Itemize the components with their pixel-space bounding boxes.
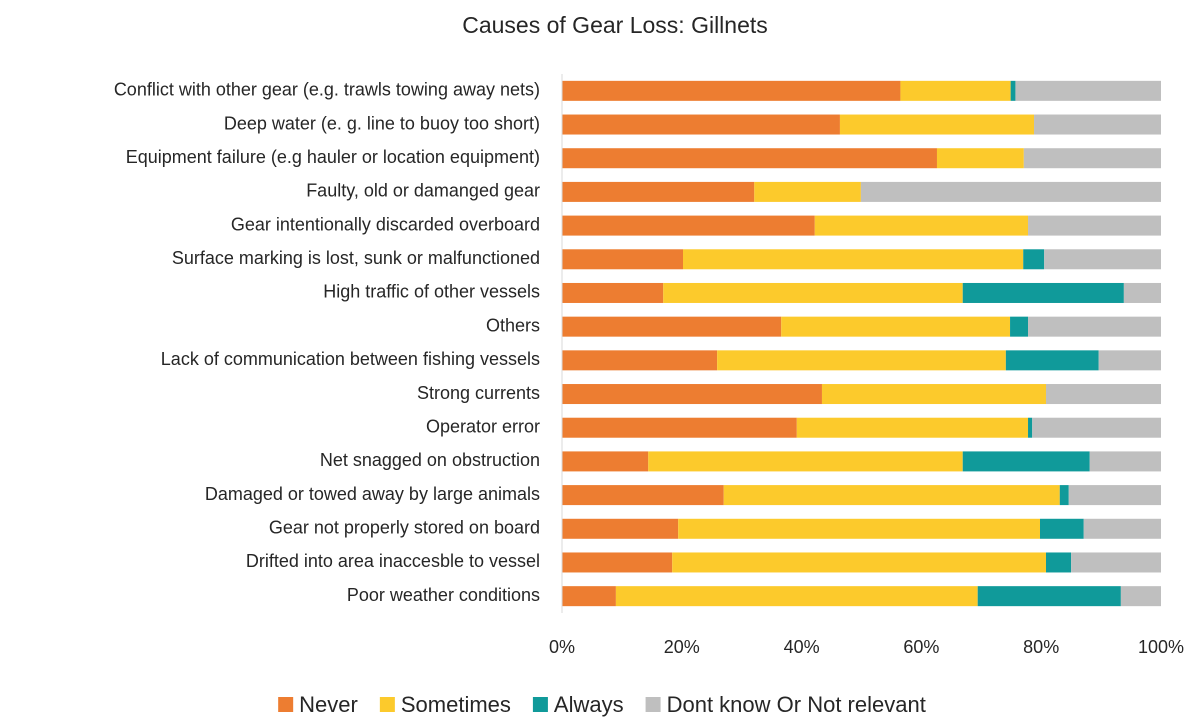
- bar-segment: [648, 451, 963, 472]
- bar-segment: [962, 282, 1124, 303]
- bar-segment: [821, 384, 1046, 405]
- legend-label: Never: [299, 692, 358, 717]
- bar-segment: [962, 451, 1090, 472]
- bar-segment: [1120, 586, 1161, 607]
- bar-segment: [562, 485, 724, 506]
- bar-segment: [1010, 316, 1029, 337]
- bar-segment: [562, 552, 673, 573]
- bar-segment: [1015, 80, 1161, 101]
- x-tick-label: 60%: [903, 637, 939, 657]
- bar-segment: [1023, 148, 1161, 169]
- bar-segment: [1028, 215, 1161, 236]
- bar-segment: [796, 417, 1029, 438]
- bar-segment: [562, 148, 937, 169]
- x-tick-label: 0%: [549, 637, 575, 657]
- x-tick-label: 100%: [1138, 637, 1184, 657]
- bar-segment: [1071, 552, 1161, 573]
- bar-segment: [723, 485, 1060, 506]
- bar-segment: [682, 249, 1024, 270]
- y-tick-label: Lack of communication between fishing ve…: [161, 349, 540, 369]
- bar-segment: [562, 282, 664, 303]
- legend-swatch: [645, 697, 661, 712]
- y-tick-label: Poor weather conditions: [347, 585, 540, 605]
- x-tick-label: 80%: [1023, 637, 1059, 657]
- bar-segment: [839, 114, 1035, 135]
- bar-segment: [562, 215, 815, 236]
- bar-segment: [900, 80, 1011, 101]
- y-tick-label: Surface marking is lost, sunk or malfunc…: [172, 248, 540, 268]
- bar-segment: [1083, 518, 1161, 539]
- legend-label: Sometimes: [401, 692, 511, 717]
- bar-segment: [1098, 350, 1161, 371]
- bar-segment: [615, 586, 978, 607]
- bar-segment: [562, 417, 797, 438]
- bar-segment: [1089, 451, 1161, 472]
- legend-label: Always: [554, 692, 624, 717]
- y-tick-label: Strong currents: [417, 383, 540, 403]
- legend-swatch: [532, 697, 548, 712]
- bar-segment: [663, 282, 963, 303]
- bar-segment: [1044, 249, 1161, 270]
- bar-segment: [1045, 552, 1072, 573]
- y-tick-label: Deep water (e. g. line to buoy too short…: [224, 113, 540, 133]
- bar-segment: [1010, 80, 1016, 101]
- bar-segment: [672, 552, 1046, 573]
- chart-title: Causes of Gear Loss: Gillnets: [462, 12, 768, 38]
- bar-segment: [1005, 350, 1099, 371]
- legend-label: Dont know Or Not relevant: [667, 692, 926, 717]
- y-tick-label: Drifted into area inaccesble to vessel: [246, 551, 540, 571]
- bar-segment: [860, 181, 1161, 202]
- y-tick-label: Damaged or towed away by large animals: [205, 484, 540, 504]
- bar-segment: [1023, 249, 1045, 270]
- bar-segment: [936, 148, 1024, 169]
- bar-segment: [562, 181, 755, 202]
- bar-segment: [1034, 114, 1161, 135]
- bar-segment: [1068, 485, 1161, 506]
- bar-segment: [781, 316, 1011, 337]
- bar-segment: [1045, 384, 1161, 405]
- bar-segment: [1059, 485, 1069, 506]
- bar-segment: [562, 518, 679, 539]
- bar-segment: [1028, 316, 1161, 337]
- bar-segment: [1040, 518, 1084, 539]
- bar-segment: [562, 451, 649, 472]
- legend-swatch: [379, 697, 395, 712]
- y-tick-label: Gear not properly stored on board: [269, 518, 540, 538]
- x-tick-label: 40%: [784, 637, 820, 657]
- bar-segment: [678, 518, 1041, 539]
- bar-segment: [754, 181, 861, 202]
- y-tick-label: Conflict with other gear (e.g. trawls to…: [114, 80, 540, 100]
- bar-segment: [1032, 417, 1161, 438]
- bar-segment: [1028, 417, 1033, 438]
- bar-segment: [814, 215, 1029, 236]
- bar-segment: [977, 586, 1121, 607]
- y-tick-label: Faulty, old or damanged gear: [306, 181, 540, 201]
- bar-segment: [1123, 282, 1161, 303]
- bar-segment: [562, 114, 840, 135]
- legend-swatch: [278, 697, 294, 712]
- bar-segment: [562, 316, 782, 337]
- bar-segment: [562, 249, 683, 270]
- y-tick-label: Net snagged on obstruction: [320, 450, 540, 470]
- y-tick-label: Operator error: [426, 416, 540, 436]
- bar-segment: [562, 80, 901, 101]
- bar-segment: [717, 350, 1006, 371]
- bar-segment: [562, 586, 616, 607]
- y-tick-label: Gear intentionally discarded overboard: [231, 214, 540, 234]
- bar-segment: [562, 384, 822, 405]
- x-tick-label: 20%: [664, 637, 700, 657]
- y-tick-label: Equipment failure (e.g hauler or locatio…: [126, 147, 540, 167]
- y-tick-label: High traffic of other vessels: [323, 282, 540, 302]
- y-tick-label: Others: [486, 315, 540, 335]
- bar-segment: [562, 350, 718, 371]
